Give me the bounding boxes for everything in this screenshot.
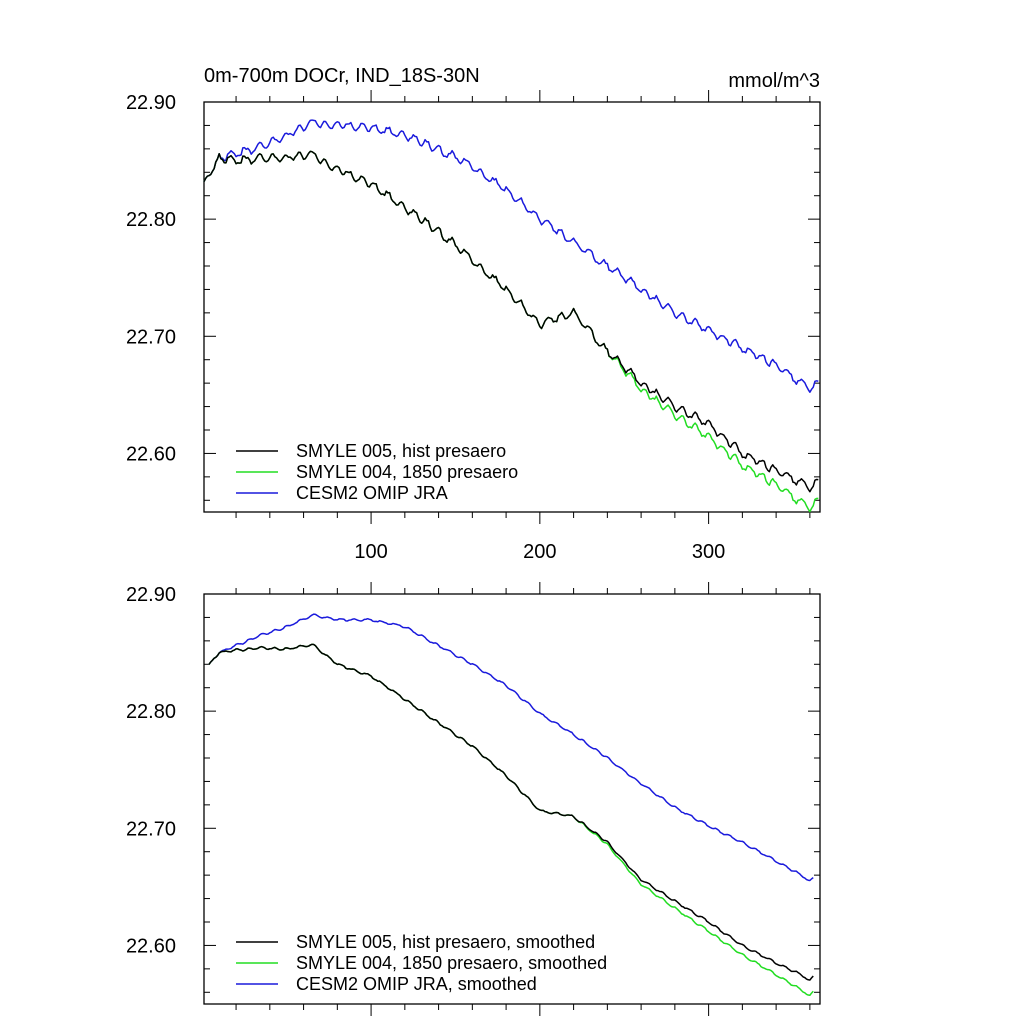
x-tick-label: 200 [523, 541, 556, 563]
legend-label: SMYLE 004, 1850 presaero, smoothed [296, 953, 607, 973]
x-tick-label: 300 [692, 541, 725, 563]
units-label: mmol/m^3 [728, 70, 820, 92]
legend-label: CESM2 OMIP JRA, smoothed [296, 974, 537, 994]
y-tick-label: 22.60 [126, 935, 176, 957]
series-line [208, 613, 814, 882]
y-tick-label: 22.80 [126, 209, 176, 231]
panel-smoothed: 22.60 22.70 22.80 22.90 SMYLE 005, hist pre… [126, 582, 821, 1016]
plot-frame [203, 593, 821, 1005]
series-line [208, 643, 814, 981]
data-series [208, 613, 814, 997]
y-tick-label: 22.90 [126, 584, 176, 606]
series-line [203, 119, 819, 393]
legend-label: CESM2 OMIP JRA [296, 483, 448, 503]
legend-label: SMYLE 005, hist presaero, smoothed [296, 932, 595, 952]
legend-label: SMYLE 004, 1850 presaero [296, 462, 518, 482]
legend-label: SMYLE 005, hist presaero [296, 441, 506, 461]
y-tick-label: 22.70 [126, 818, 176, 840]
x-axis-tick-labels: 100 200 300 [354, 541, 725, 563]
y-tick-label: 22.90 [126, 92, 176, 114]
plot-frame [203, 101, 821, 513]
y-axis-tick-labels: 22.60 22.70 22.80 22.90 [126, 92, 176, 465]
x-tick-label: 100 [354, 541, 387, 563]
y-tick-label: 22.80 [126, 701, 176, 723]
legend: SMYLE 005, hist presaero, smoothedSMYLE … [236, 932, 607, 994]
y-tick-label: 22.60 [126, 443, 176, 465]
y-axis-tick-labels: 22.60 22.70 22.80 22.90 [126, 584, 176, 957]
series-line [203, 150, 819, 493]
y-tick-label: 22.70 [126, 326, 176, 348]
panel-raw: 0m-700m DOCr, IND_18S-30N mmol/m^3 22.60… [126, 65, 821, 563]
axis-ticks [204, 582, 820, 1016]
data-series [203, 119, 819, 513]
chart-title: 0m-700m DOCr, IND_18S-30N [204, 65, 480, 87]
axis-ticks [204, 90, 820, 524]
